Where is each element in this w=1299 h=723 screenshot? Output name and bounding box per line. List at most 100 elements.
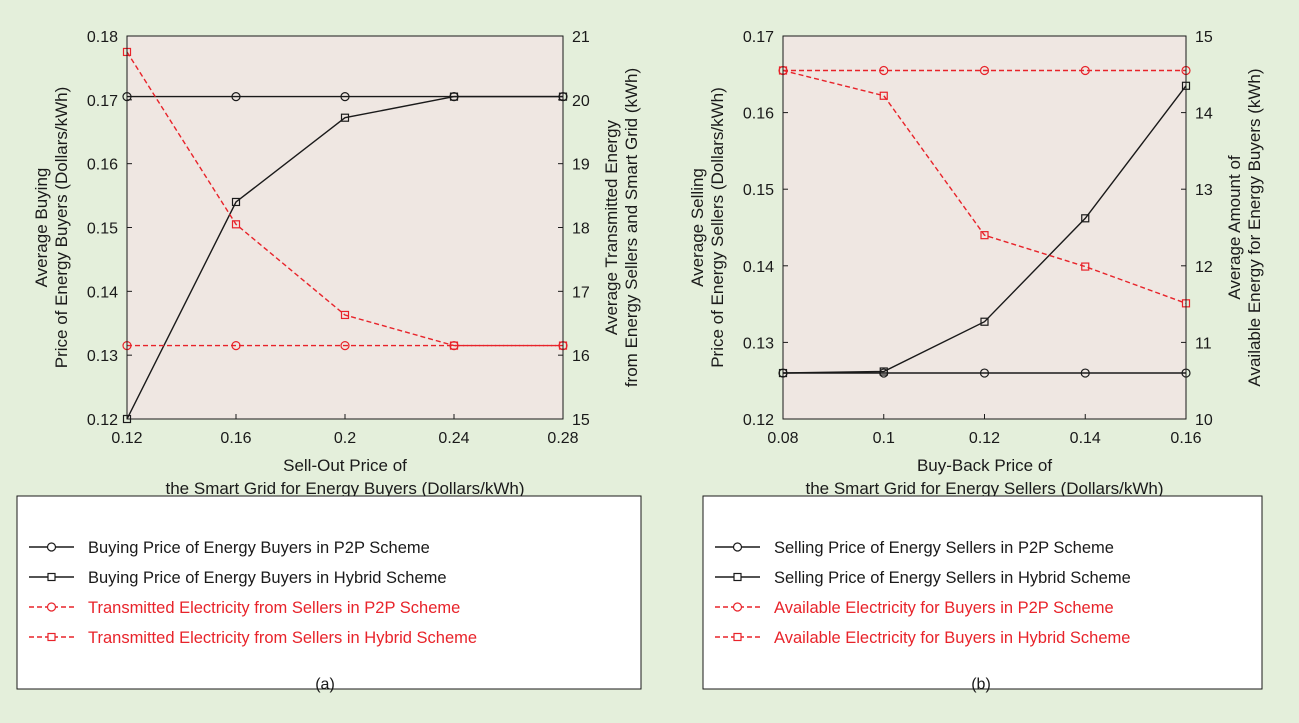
data-point xyxy=(340,340,350,351)
data-point xyxy=(980,231,989,240)
series-1 xyxy=(122,92,568,424)
x-tick-label: 0.28 xyxy=(547,430,578,447)
y2-tick-label: 15 xyxy=(572,412,590,429)
legend-item: Transmitted Electricity from Sellers in … xyxy=(29,629,477,647)
x-tick-label: 0.12 xyxy=(111,430,142,447)
y2-tick-label: 10 xyxy=(1195,412,1213,429)
legend-item: Transmitted Electricity from Sellers in … xyxy=(29,599,460,617)
x-tick-label: 0.24 xyxy=(438,430,469,447)
data-point xyxy=(1080,65,1090,76)
data-point xyxy=(231,220,241,229)
y2-tick-label: 14 xyxy=(1195,106,1213,123)
y2-tick-label: 21 xyxy=(572,29,590,46)
y-tick-label: 0.16 xyxy=(743,106,774,123)
data-point xyxy=(879,65,889,76)
legend-marker xyxy=(733,632,742,642)
data-point xyxy=(231,197,241,207)
data-point xyxy=(231,92,241,102)
data-point xyxy=(340,113,350,122)
y2-axis-label: Average Amount of xyxy=(1225,155,1244,300)
legend-marker xyxy=(46,602,57,612)
legend-item: Buying Price of Energy Buyers in P2P Sch… xyxy=(29,539,430,557)
data-point xyxy=(340,310,350,320)
axes-frame xyxy=(126,35,564,420)
y2-tick-label: 13 xyxy=(1195,182,1213,199)
y2-tick-label: 12 xyxy=(1195,259,1213,276)
data-point xyxy=(449,341,459,350)
data-point xyxy=(980,317,989,326)
y-tick-label: 0.13 xyxy=(87,348,118,365)
legend-item: Available Electricity for Buyers in Hybr… xyxy=(715,629,1130,647)
x-tick-label: 0.1 xyxy=(873,430,895,447)
legend-box xyxy=(702,495,1263,690)
y-axis-label: Average Selling xyxy=(688,168,707,287)
x-tick-label: 0.08 xyxy=(767,430,798,447)
y-tick-label: 0.18 xyxy=(87,29,118,46)
legend-marker xyxy=(733,572,742,582)
x-tick-label: 0.16 xyxy=(220,430,251,447)
series-3 xyxy=(122,47,568,350)
legend-label: Transmitted Electricity from Sellers in … xyxy=(88,629,477,647)
y2-axis-label: Average Transmitted Energy xyxy=(602,119,621,335)
data-point xyxy=(231,340,241,351)
y-tick-label: 0.16 xyxy=(87,157,118,174)
legend-marker xyxy=(47,632,56,642)
y-axis-label: Average Buying xyxy=(32,168,51,288)
y-axis-label: Price of Energy Buyers (Dollars/kWh) xyxy=(52,87,71,369)
y-axis-label: Price of Energy Sellers (Dollars/kWh) xyxy=(708,87,727,368)
x-axis-label: Buy-Back Price of xyxy=(917,456,1052,475)
plot-area xyxy=(127,36,563,419)
legend-item: Selling Price of Energy Sellers in P2P S… xyxy=(715,539,1114,557)
data-point xyxy=(340,92,350,102)
legend-marker xyxy=(732,602,743,612)
y-tick-label: 0.15 xyxy=(87,221,118,238)
legend: Buying Price of Energy Buyers in P2P Sch… xyxy=(16,495,642,690)
panel-caption: (a) xyxy=(315,676,335,693)
axes-frame xyxy=(782,35,1187,420)
x-tick-label: 0.12 xyxy=(969,430,1000,447)
series-line xyxy=(126,51,563,347)
y-tick-label: 0.12 xyxy=(87,412,118,429)
legend-marker xyxy=(46,542,57,552)
y2-tick-label: 17 xyxy=(572,284,590,301)
y-tick-label: 0.17 xyxy=(743,29,774,46)
y2-axis-label: from Energy Sellers and Smart Grid (kWh) xyxy=(622,68,641,387)
legend-label: Available Electricity for Buyers in P2P … xyxy=(774,599,1114,617)
y2-tick-label: 19 xyxy=(572,157,590,174)
legend: Selling Price of Energy Sellers in P2P S… xyxy=(702,495,1263,690)
y2-tick-label: 18 xyxy=(572,221,590,238)
data-point xyxy=(449,92,459,101)
x-axis-label: Sell-Out Price of xyxy=(283,456,407,475)
y2-tick-label: 11 xyxy=(1195,335,1212,352)
series-line xyxy=(782,85,1187,374)
data-point xyxy=(979,65,990,76)
y2-tick-label: 20 xyxy=(572,93,590,110)
panel-b: 0.12 0.13 0.14 0.15 0.16 0.17 10 11 12 13 14 15 0.08… xyxy=(688,29,1264,693)
data-point xyxy=(1081,214,1090,223)
legend-label: Transmitted Electricity from Sellers in … xyxy=(88,599,460,617)
legend-marker xyxy=(732,542,743,552)
y2-tick-label: 15 xyxy=(1195,29,1213,46)
data-point xyxy=(879,91,888,100)
x-axis-label: the Smart Grid for Energy Buyers (Dollar… xyxy=(166,479,525,498)
y2-axis-label: Available Energy for Energy Buyers (kWh) xyxy=(1245,68,1264,386)
x-tick-label: 0.16 xyxy=(1170,430,1201,447)
legend-box xyxy=(16,495,642,690)
data-point xyxy=(1081,262,1090,271)
legend-marker xyxy=(47,572,56,582)
data-point xyxy=(979,368,990,378)
legend-item: Selling Price of Energy Sellers in Hybri… xyxy=(715,569,1131,587)
panel-a: 0.12 0.13 0.14 0.15 0.16 0.17 0.18 15 16 17 18 19 20… xyxy=(16,29,642,693)
x-axis-label: the Smart Grid for Energy Sellers (Dolla… xyxy=(805,479,1163,498)
y2-tick-label: 16 xyxy=(572,348,590,365)
panel-caption: (b) xyxy=(971,676,991,693)
y-tick-label: 0.14 xyxy=(743,259,774,276)
legend-label: Available Electricity for Buyers in Hybr… xyxy=(774,629,1130,647)
legend-label: Buying Price of Energy Buyers in P2P Sch… xyxy=(88,539,430,557)
y-tick-label: 0.14 xyxy=(87,284,118,301)
data-point xyxy=(1080,368,1090,378)
y-tick-label: 0.17 xyxy=(87,93,118,110)
y-tick-label: 0.12 xyxy=(743,412,774,429)
